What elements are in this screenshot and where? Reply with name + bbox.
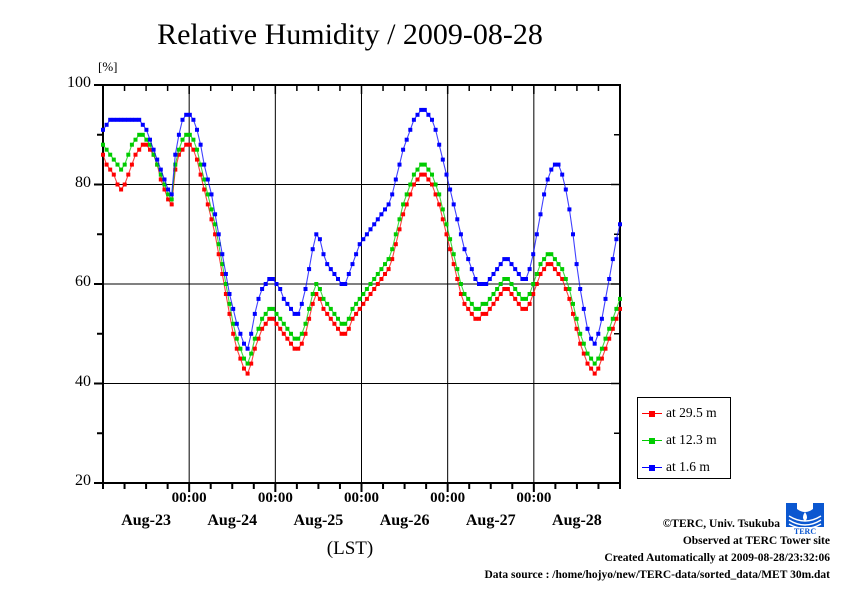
legend-label-1: at 12.3 m (666, 432, 717, 447)
x-time-label-1: 00:00 (257, 490, 293, 506)
footer-created: Created Automatically at 2009-08-28/23:3… (604, 552, 830, 564)
svg-text:TERC: TERC (794, 527, 816, 535)
footer-datasource: Data source : /home/hojyo/new/TERC-data/… (484, 569, 830, 581)
footer-observed: Observed at TERC Tower site (682, 535, 830, 547)
x-time-label-3: 00:00 (430, 490, 466, 506)
y-tick-label-40: 40 (75, 372, 91, 390)
x-date-label-aug-24: Aug-24 (207, 512, 258, 529)
legend: at 29.5 m at 12.3 m at 1.6 m (637, 397, 731, 479)
data-series (101, 107, 622, 376)
axis-ticks (94, 84, 621, 492)
y-axis-unit-label: [%] (98, 59, 118, 74)
legend-marker-icon-1 (642, 436, 662, 445)
x-axis-label: (LST) (326, 538, 374, 559)
series-1 (101, 132, 622, 366)
legend-item-1[interactable]: at 12.3 m (642, 430, 717, 450)
y-tick-label-20: 20 (75, 472, 91, 489)
x-date-label-aug-23: Aug-23 (121, 512, 171, 529)
x-time-label-0: 00:00 (171, 490, 207, 506)
legend-marker-icon-0 (642, 409, 662, 418)
y-tick-label-60: 60 (75, 273, 91, 290)
legend-label-2: at 1.6 m (666, 459, 710, 474)
page-title: Relative Humidity / 2009-08-28 (157, 18, 543, 51)
x-time-label-2: 00:00 (344, 490, 379, 506)
terc-logo-icon: TERC (786, 503, 824, 535)
legend-item-0[interactable]: at 29.5 m (642, 403, 717, 423)
x-date-label-aug-26: Aug-26 (379, 512, 430, 529)
legend-marker-icon-2 (642, 463, 662, 472)
x-date-label-aug-28: Aug-28 (552, 512, 602, 529)
y-tick-label-100: 100 (67, 74, 91, 91)
y-tick-label-80: 80 (75, 173, 91, 191)
x-time-label-4: 00:00 (516, 490, 552, 506)
footer-copyright: ©TERC, Univ. Tsukuba (662, 518, 780, 530)
legend-label-0: at 29.5 m (666, 405, 717, 420)
plot-frame (102, 84, 621, 484)
legend-item-2[interactable]: at 1.6 m (642, 457, 710, 477)
series-2 (101, 107, 622, 351)
x-date-label-aug-25: Aug-25 (293, 512, 344, 529)
x-date-label-aug-27: Aug-27 (465, 512, 516, 529)
series-0 (101, 142, 622, 376)
